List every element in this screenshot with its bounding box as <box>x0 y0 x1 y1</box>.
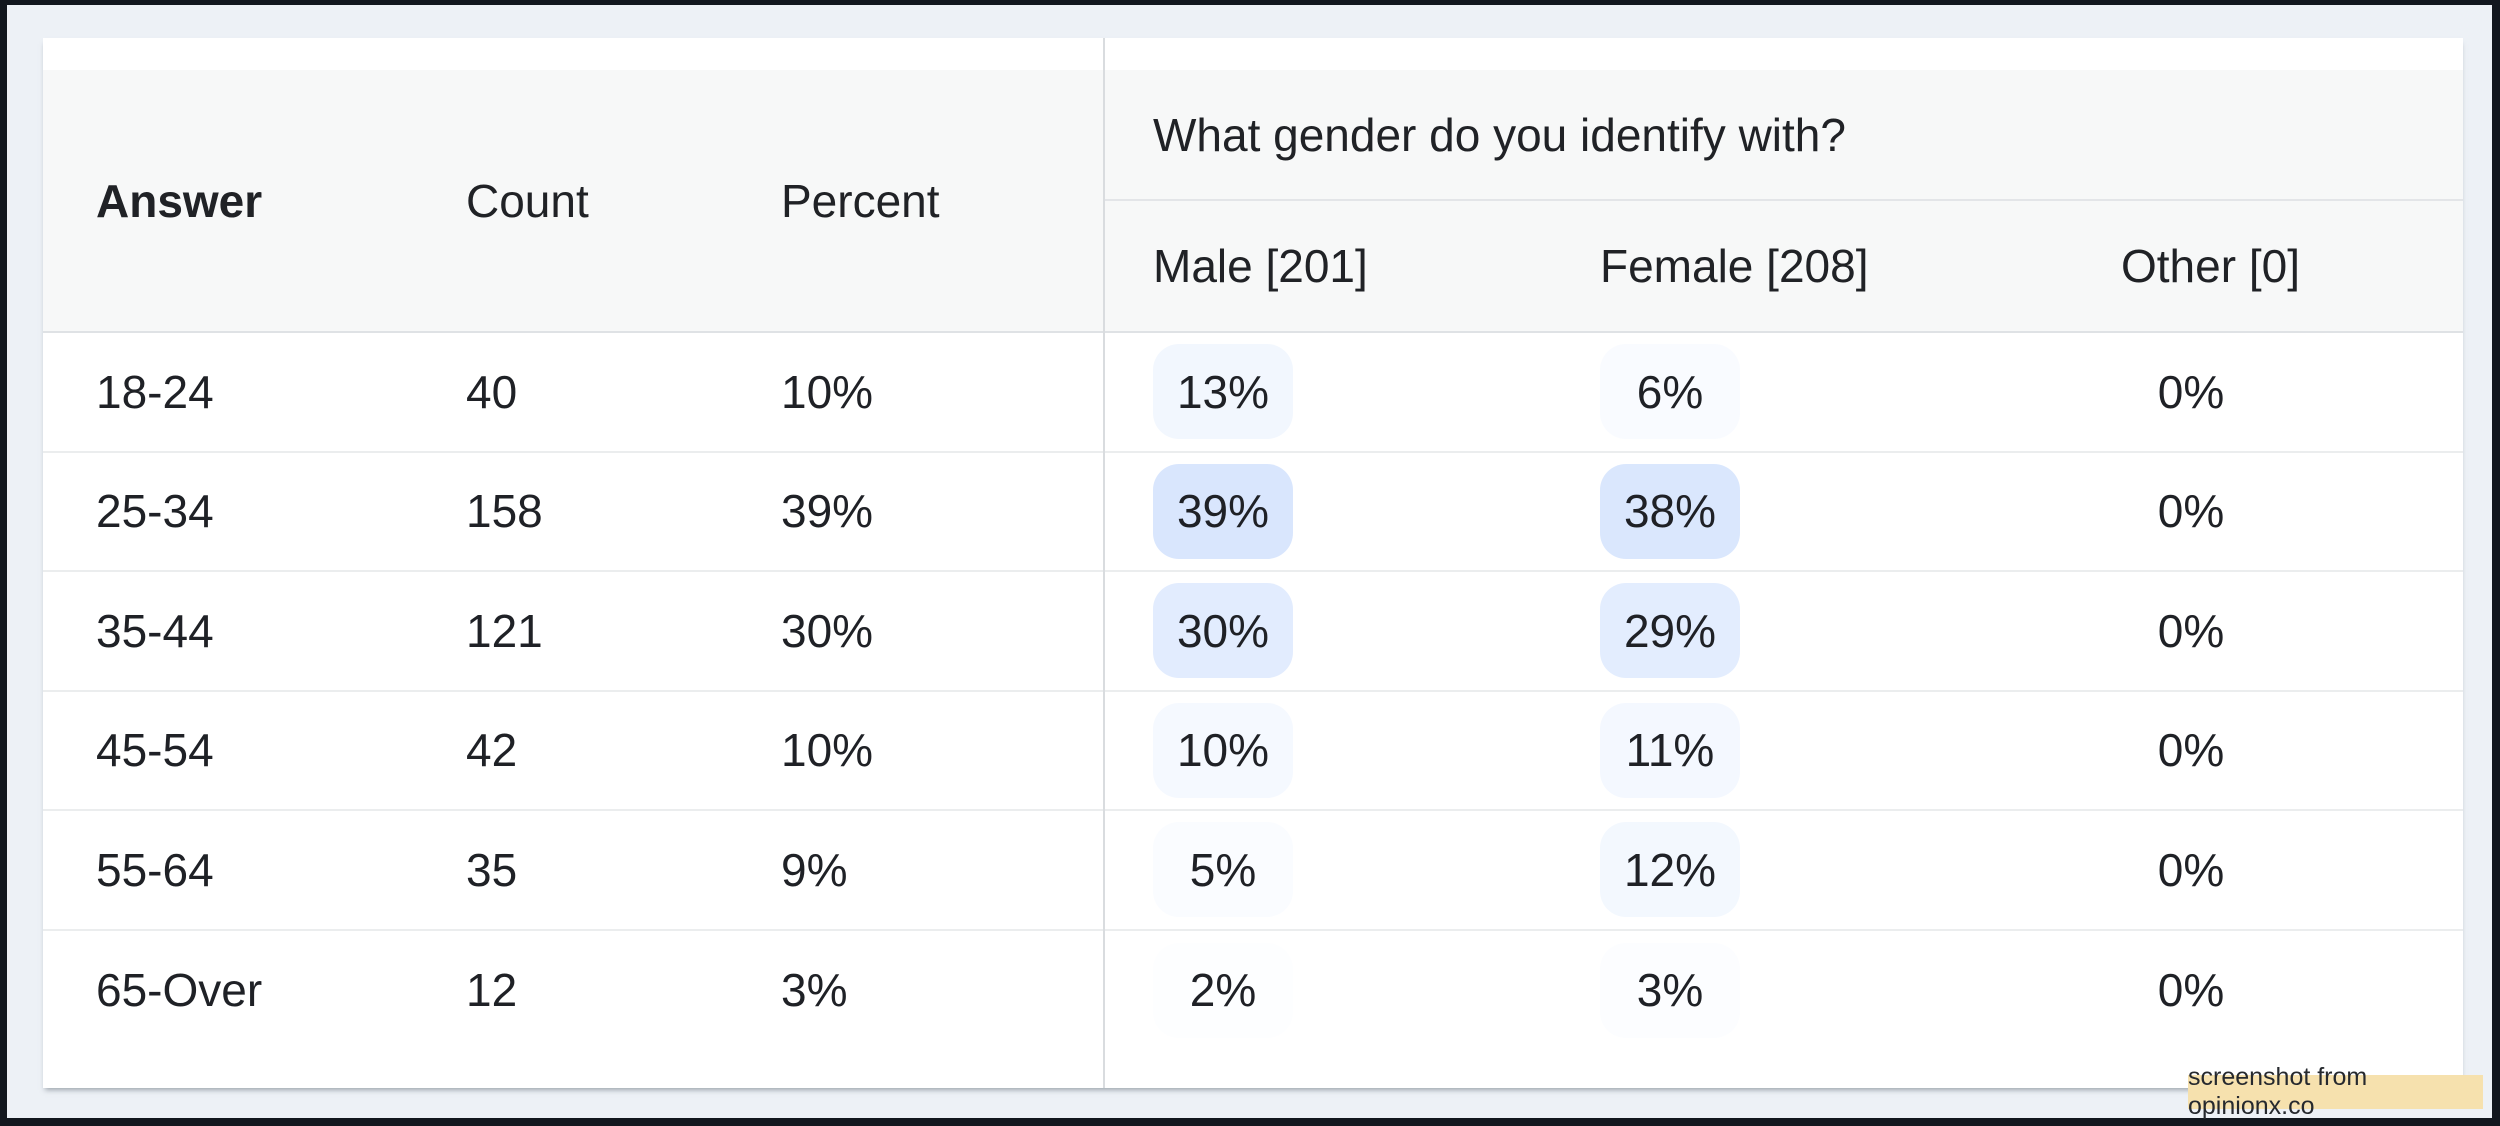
heatmap-chip: 3% <box>1636 964 1704 1017</box>
segment-cell: 11% <box>1600 702 2047 798</box>
segment-header-female: Female [208] <box>1600 240 1869 292</box>
segment-cell: 39% <box>1153 463 1600 559</box>
count-column-header: Count <box>466 174 589 227</box>
answer-cell: 45-54 <box>96 724 214 777</box>
heatmap-chip: 6% <box>1600 344 1740 439</box>
heatmap-chip: 0% <box>2157 964 2225 1017</box>
row-segment-cells: 10% 11% 0% <box>1103 692 2463 810</box>
heatmap-chip: 39% <box>1153 463 1293 559</box>
segment-cell: 0% <box>2047 703 2463 798</box>
count-cell: 12 <box>466 964 518 1017</box>
count-cell: 40 <box>466 365 518 418</box>
answer-cell: 55-64 <box>96 843 214 896</box>
question-title: What gender do you identify with? <box>1153 108 1846 161</box>
left-header-group: Answer Count Percent <box>43 70 1103 331</box>
table-row: 65-Over 12 3% 2% 3% 0% <box>43 931 2463 1051</box>
percent-cell: 3% <box>781 964 848 1017</box>
section-divider <box>1103 38 1105 1088</box>
percent-cell: 30% <box>781 604 874 657</box>
segment-cell: 13% <box>1153 344 1600 440</box>
percent-cell: 39% <box>781 485 874 538</box>
table-body: 18-24 40 10% 13% 6% 0% 25-34 158 39% 39% 38% 0% 35-4… <box>43 333 2463 1050</box>
heatmap-chip: 13% <box>1153 344 1293 440</box>
table-row: 35-44 121 30% 30% 29% 0% <box>43 572 2463 692</box>
count-cell: 42 <box>466 724 518 777</box>
percent-cell: 10% <box>781 365 874 418</box>
row-left-cells: 18-24 40 10% <box>43 333 1103 451</box>
segment-cell: 2% <box>1153 943 1600 1038</box>
count-cell: 35 <box>466 843 518 896</box>
row-segment-cells: 2% 3% 0% <box>1103 931 2463 1051</box>
question-title-row: What gender do you identify with? <box>1103 70 2463 201</box>
watermark-badge: screenshot from opinionx.co <box>2188 1063 2483 1120</box>
table-row: 25-34 158 39% 39% 38% 0% <box>43 453 2463 572</box>
segment-cell: 6% <box>1600 344 2047 439</box>
heatmap-chip: 10% <box>1153 702 1293 798</box>
answer-column-header: Answer <box>96 174 263 227</box>
percent-cell: 10% <box>781 724 874 777</box>
segment-cell: 0% <box>2047 344 2463 439</box>
row-left-cells: 35-44 121 30% <box>43 572 1103 690</box>
answer-cell: 25-34 <box>96 485 214 538</box>
table-row: 18-24 40 10% 13% 6% 0% <box>43 333 2463 453</box>
segment-labels-row: Male [201] Female [208] Other [0] <box>1103 201 2463 331</box>
row-segment-cells: 30% 29% 0% <box>1103 572 2463 690</box>
heatmap-chip: 0% <box>2157 485 2225 538</box>
heatmap-chip: 5% <box>1153 822 1293 917</box>
segment-cell: 0% <box>2047 822 2463 917</box>
heatmap-chip: 2% <box>1189 964 1257 1017</box>
heatmap-chip: 38% <box>1600 463 1740 559</box>
segment-header-male: Male [201] <box>1153 240 1368 292</box>
row-left-cells: 25-34 158 39% <box>43 453 1103 571</box>
heatmap-chip: 12% <box>1600 822 1740 918</box>
crosstab-card: Answer Count Percent What gender do you … <box>43 38 2463 1088</box>
count-cell: 121 <box>466 604 543 657</box>
row-left-cells: 45-54 42 10% <box>43 692 1103 810</box>
table-header: Answer Count Percent What gender do you … <box>43 70 2463 333</box>
percent-column-header: Percent <box>781 174 940 227</box>
segment-cell: 29% <box>1600 583 2047 679</box>
heatmap-chip: 11% <box>1600 702 1740 798</box>
heatmap-chip: 29% <box>1600 583 1740 679</box>
segment-cell: 0% <box>2047 583 2463 678</box>
heatmap-chip: 0% <box>2157 843 2225 896</box>
row-left-cells: 55-64 35 9% <box>43 811 1103 929</box>
heatmap-chip: 0% <box>2157 365 2225 418</box>
segment-cell: 3% <box>1600 943 2047 1038</box>
segment-cell: 0% <box>2047 464 2463 559</box>
segment-cell: 10% <box>1153 702 1600 798</box>
row-segment-cells: 13% 6% 0% <box>1103 333 2463 451</box>
segment-cell: 30% <box>1153 583 1600 679</box>
heatmap-chip: 0% <box>2157 604 2225 657</box>
segment-cell: 38% <box>1600 463 2047 559</box>
heatmap-chip: 30% <box>1153 583 1293 679</box>
segment-cell: 5% <box>1153 822 1600 917</box>
segment-cell: 12% <box>1600 822 2047 918</box>
segment-header-other: Other [0] <box>2121 240 2300 292</box>
table-row: 45-54 42 10% 10% 11% 0% <box>43 692 2463 811</box>
percent-cell: 9% <box>781 843 848 896</box>
row-left-cells: 65-Over 12 3% <box>43 931 1103 1051</box>
answer-cell: 35-44 <box>96 604 214 657</box>
table-row: 55-64 35 9% 5% 12% 0% <box>43 811 2463 931</box>
answer-cell: 18-24 <box>96 365 214 418</box>
answer-cell: 65-Over <box>96 964 263 1017</box>
segment-cell: 0% <box>2047 943 2463 1038</box>
heatmap-chip: 0% <box>2157 724 2225 777</box>
row-segment-cells: 39% 38% 0% <box>1103 453 2463 571</box>
row-segment-cells: 5% 12% 0% <box>1103 811 2463 929</box>
segment-header-group: What gender do you identify with? Male [… <box>1103 70 2463 331</box>
count-cell: 158 <box>466 485 543 538</box>
